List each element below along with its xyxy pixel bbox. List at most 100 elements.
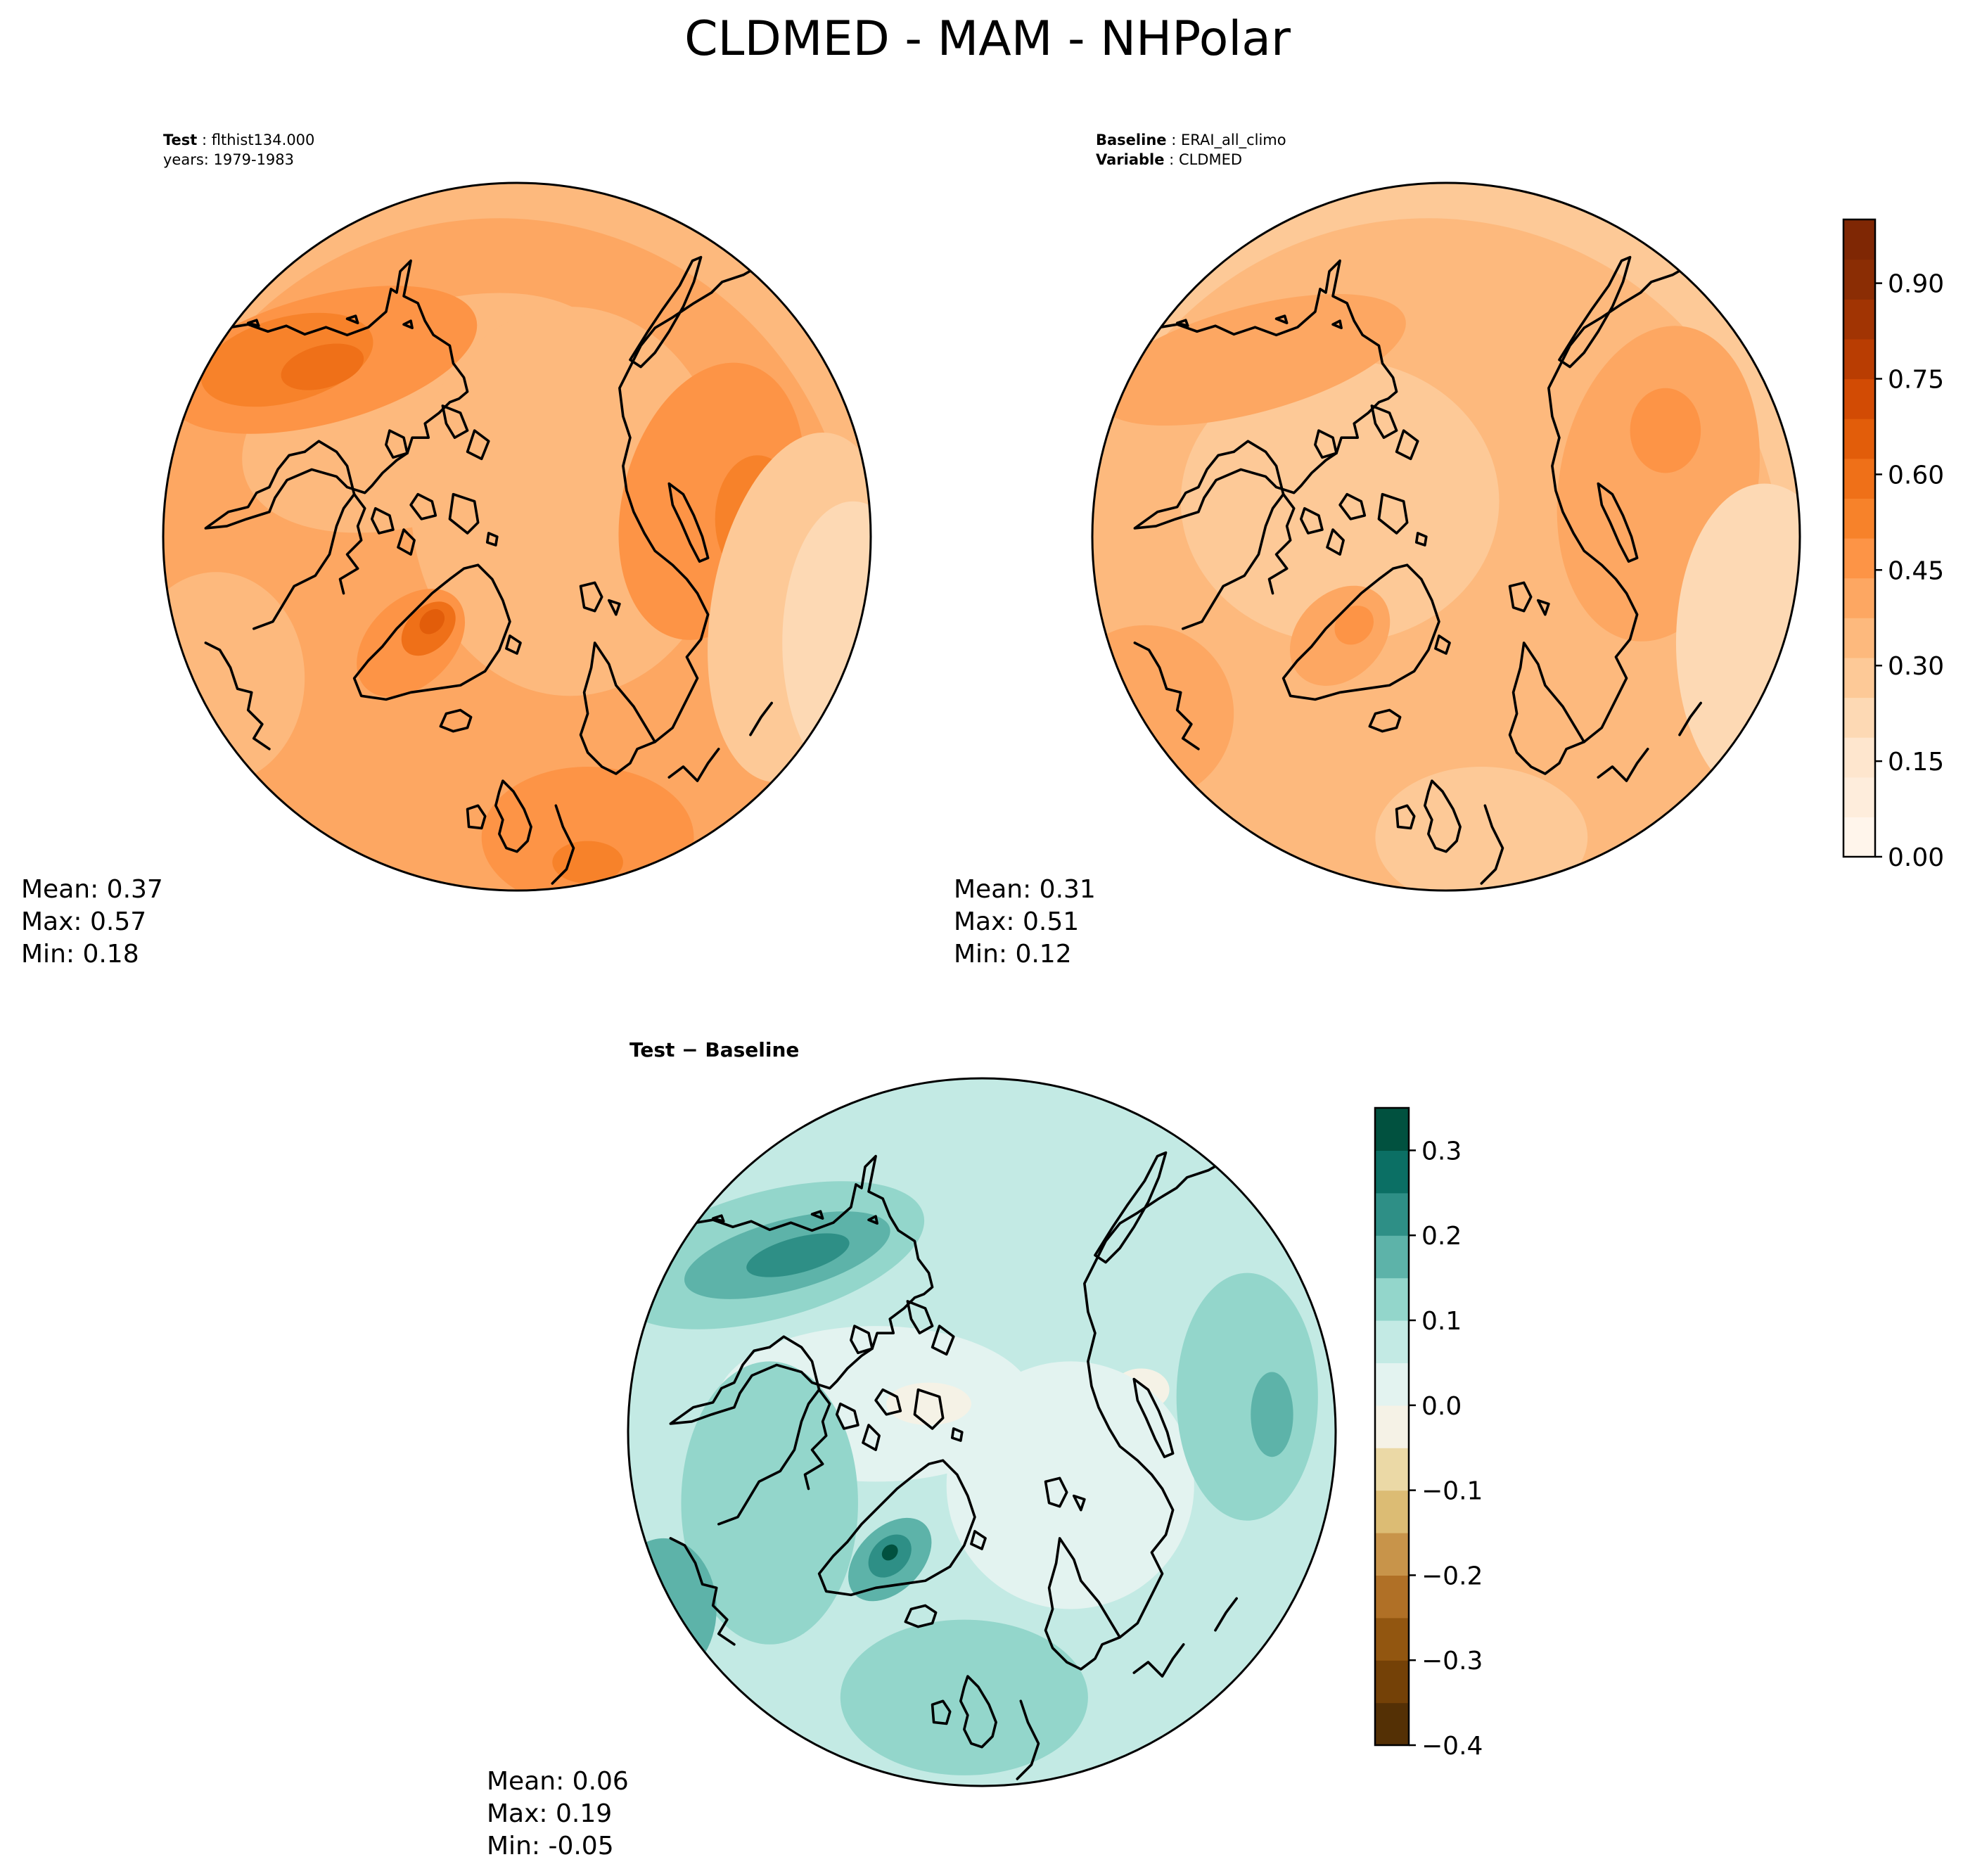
difference-colorbar-segment — [1375, 1192, 1409, 1236]
difference-map-boundary — [627, 1077, 1337, 1787]
baseline-map-contour-region — [1097, 293, 1406, 426]
difference-colorbar-tick-label: 0.3 — [1421, 1137, 1462, 1166]
baseline-map-contour-region — [1675, 483, 1800, 803]
difference-colorbar-tick-label: 0.2 — [1421, 1222, 1462, 1251]
test-colorbar-segment — [1843, 777, 1875, 817]
test-header-sep: : — [202, 132, 207, 148]
difference-map-contour-region — [886, 1382, 971, 1425]
baseline-map-boundary — [1091, 181, 1801, 892]
difference-map-contour-region — [1176, 1272, 1318, 1521]
baseline-min: Min: 0.12 — [954, 940, 1072, 969]
test-colorbar-segment — [1843, 697, 1875, 738]
difference-map-contour-region — [746, 1233, 850, 1277]
difference-colorbar-segment — [1375, 1617, 1409, 1661]
difference-header: Test − Baseline — [629, 1038, 799, 1061]
difference-colorbar-segment — [1375, 1277, 1409, 1321]
variable-header-value: CLDMED — [1179, 151, 1242, 168]
difference-colorbar: −0.4 −0.3 −0.2 −0.1 0.0 0.1 0.2 0.3 — [1374, 1106, 1483, 1761]
test-colorbar-segment — [1843, 578, 1875, 618]
test-colorbar: 0.00 0.15 0.30 0.45 0.60 0.75 0.90 — [1842, 218, 1944, 872]
difference-colorbar-segment — [1375, 1320, 1409, 1363]
difference-colorbar-tick-label: 0.0 — [1421, 1392, 1462, 1421]
difference-colorbar-tick-label: −0.4 — [1421, 1732, 1483, 1761]
test-colorbar-segment — [1843, 338, 1875, 380]
difference-colorbar-segment — [1375, 1150, 1409, 1194]
test-colorbar-segment — [1843, 378, 1875, 419]
variable-header-sep: : — [1169, 151, 1174, 168]
difference-map-contour-region — [881, 1544, 898, 1561]
test-colorbar-segment — [1843, 219, 1875, 260]
test-colorbar-tick-label: 0.15 — [1888, 748, 1944, 777]
test-colorbar-segment — [1843, 458, 1875, 499]
baseline-map-contour-region — [1630, 388, 1701, 473]
difference-colorbar-segment — [1375, 1448, 1409, 1491]
test-mean: Mean: 0.37 — [21, 875, 163, 904]
variable-header-key: Variable — [1096, 151, 1164, 168]
test-colorbar-segment — [1843, 657, 1875, 698]
test-colorbar-segment — [1843, 299, 1875, 340]
difference-map-contour-region — [628, 1538, 717, 1680]
test-map-boundary — [162, 181, 872, 892]
test-colorbar-tick-label: 0.45 — [1888, 556, 1944, 585]
baseline-header-line1: Baseline : ERAI_all_climo — [1096, 132, 1286, 149]
baseline-header-sep: : — [1171, 132, 1176, 148]
baseline-panel: Baseline : ERAI_all_climo Variable : CLD… — [954, 132, 1944, 969]
difference-colorbar-frame — [1374, 1106, 1410, 1747]
test-map-contour-region — [281, 343, 364, 390]
baseline-map-contour-region — [1375, 766, 1588, 891]
difference-colorbar-segment — [1375, 1405, 1409, 1448]
test-colorbar-tick-label: 0.30 — [1888, 652, 1944, 681]
test-colorbar-tick-label: 0.90 — [1888, 270, 1944, 299]
baseline-header-key: Baseline — [1096, 132, 1167, 148]
test-colorbar-tick-label: 0.75 — [1888, 366, 1944, 395]
test-colorbar-segment — [1843, 817, 1875, 857]
baseline-map-contour-region — [1180, 359, 1500, 643]
difference-colorbar-tick-label: −0.1 — [1421, 1477, 1483, 1506]
test-colorbar-segment — [1843, 419, 1875, 459]
test-min: Min: 0.18 — [21, 940, 139, 969]
baseline-header-value: ERAI_all_climo — [1181, 132, 1286, 149]
test-colorbar-segment — [1843, 498, 1875, 539]
baseline-map-contour-region — [1092, 625, 1234, 803]
difference-colorbar-tick-label: −0.2 — [1421, 1562, 1483, 1590]
difference-colorbar-segment — [1375, 1660, 1409, 1704]
test-colorbar-frame — [1842, 218, 1877, 858]
difference-map-contour-region — [681, 1361, 858, 1645]
test-map-contour-region — [481, 766, 694, 891]
baseline-map-contour-region — [1334, 605, 1374, 645]
difference-colorbar-segment — [1375, 1490, 1409, 1533]
test-map — [162, 181, 872, 892]
difference-colorbar-segment — [1375, 1575, 1409, 1619]
test-colorbar-tick-label: 0.60 — [1888, 461, 1944, 490]
difference-colorbar-tick-label: −0.3 — [1421, 1647, 1483, 1676]
baseline-header-line2: Variable : CLDMED — [1096, 151, 1242, 168]
difference-map-contour-region — [1251, 1372, 1293, 1457]
test-map-contour-region — [419, 608, 445, 634]
difference-map-contour-region — [840, 1619, 1088, 1775]
test-map-contour-region — [782, 501, 871, 785]
difference-colorbar-segment — [1375, 1363, 1409, 1406]
baseline-max: Max: 0.51 — [954, 907, 1079, 936]
test-colorbar-tick-label: 0.00 — [1888, 843, 1944, 872]
difference-colorbar-tick-label: 0.1 — [1421, 1307, 1462, 1336]
test-header-line1: Test : flthist134.000 — [163, 132, 314, 148]
difference-colorbar-segment — [1375, 1108, 1409, 1151]
test-map-contour-region — [552, 841, 623, 883]
test-colorbar-segment — [1843, 538, 1875, 579]
test-header-line2: years: 1979-1983 — [163, 151, 294, 168]
difference-min: Min: -0.05 — [487, 1832, 614, 1861]
test-map-contour-region — [163, 572, 305, 785]
difference-colorbar-segment — [1375, 1235, 1409, 1279]
difference-mean: Mean: 0.06 — [487, 1767, 629, 1796]
test-panel: Test : flthist134.000 years: 1979-1983 M… — [21, 132, 872, 969]
difference-map-contour-region — [946, 1361, 1194, 1609]
difference-colorbar-segment — [1375, 1702, 1409, 1746]
baseline-map — [1091, 181, 1801, 892]
test-header-key: Test — [163, 132, 197, 148]
difference-panel: Test − Baseline Mean: 0.06 Max: 0.19 Min… — [487, 1038, 1483, 1861]
difference-colorbar-segment — [1375, 1533, 1409, 1576]
figure-title: CLDMED - MAM - NHPolar — [684, 11, 1291, 67]
test-max: Max: 0.57 — [21, 907, 146, 936]
difference-map — [627, 1077, 1337, 1787]
